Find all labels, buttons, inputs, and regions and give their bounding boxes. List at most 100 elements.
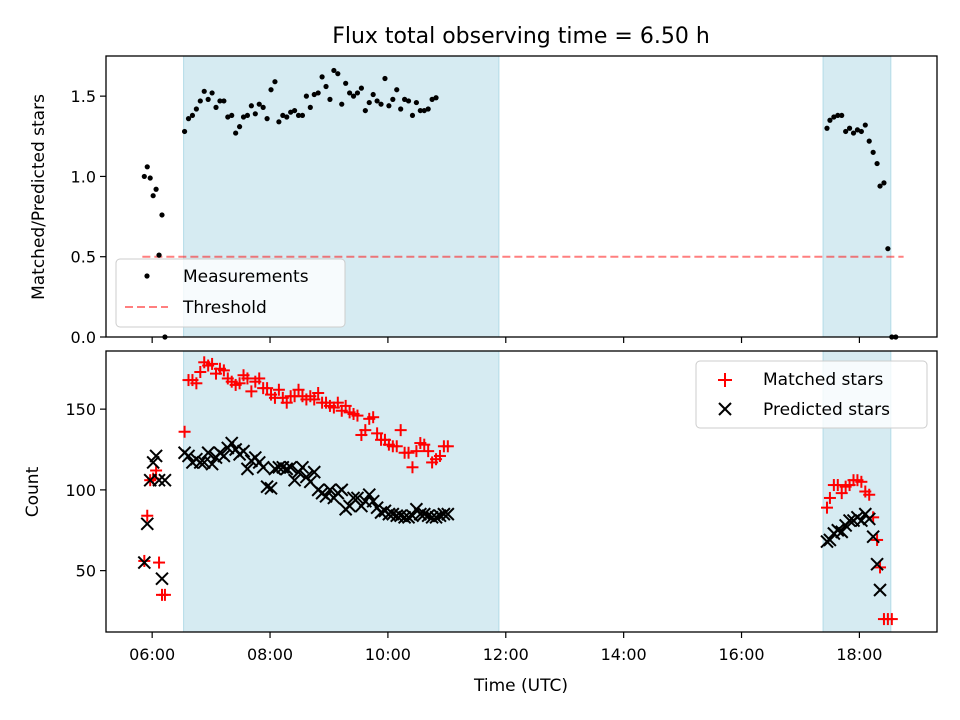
measurement-point (824, 125, 830, 131)
measurement-point (217, 98, 223, 104)
bottom-legend-box (695, 360, 928, 429)
matched-point (292, 383, 305, 396)
y-tick-label: 0.0 (71, 328, 96, 347)
matched-point (418, 438, 431, 451)
predicted-point (158, 473, 172, 487)
measurement-point (398, 106, 404, 112)
measurement-point (843, 128, 849, 135)
measurement-point (295, 112, 302, 119)
predicted-point (225, 436, 239, 450)
measurement-point (221, 98, 227, 104)
measurement-point (205, 96, 211, 102)
predicted-point (149, 449, 163, 463)
matched-point (371, 427, 384, 440)
measurement-point (394, 87, 400, 93)
predicted-point (393, 509, 408, 523)
measurement-point (248, 103, 254, 109)
y-tick-label: 0.5 (71, 248, 96, 267)
top-legend-box (115, 258, 346, 328)
matched-point (390, 440, 403, 453)
matched-point (206, 357, 219, 370)
measurement-point (256, 101, 262, 107)
x-tick-label: 08:00 (247, 645, 293, 664)
measurement-point (358, 85, 364, 91)
predicted-point (280, 462, 294, 476)
matched-point (359, 424, 372, 437)
measurement-point (233, 130, 239, 136)
measurement-point (288, 109, 294, 115)
predicted-point (873, 583, 887, 597)
measurement-point (417, 107, 423, 114)
matched-point (823, 491, 836, 504)
measurement-point (354, 90, 361, 96)
predicted-point (405, 509, 420, 523)
y-tick-label: 150 (65, 400, 96, 419)
predicted-point (287, 473, 302, 487)
predicted-point (433, 509, 447, 523)
y-tick-label: 50 (76, 562, 96, 581)
predicted-point (417, 507, 431, 521)
measurement-point (343, 80, 349, 86)
measurement-point (264, 116, 270, 122)
measurement-point (409, 112, 416, 119)
predicted-point (201, 446, 215, 460)
measurement-point (276, 119, 282, 125)
measurement-point (421, 107, 427, 114)
matched-point (441, 440, 454, 453)
matched-point (138, 554, 151, 567)
predicted-point (350, 491, 365, 505)
measurement-point (874, 160, 880, 167)
observing-window-shade (822, 55, 892, 338)
matched-point (245, 385, 258, 398)
matched-point (394, 424, 407, 437)
matched-point (367, 411, 380, 424)
predicted-point (823, 533, 837, 547)
matched-point (831, 479, 844, 492)
predicted-point (397, 510, 412, 525)
measurement-point (877, 183, 883, 189)
measurement-point (850, 130, 857, 136)
measurement-point (350, 93, 357, 99)
predicted-point (283, 460, 298, 474)
bottom-panel: 06:00 08:00 10:00 12:00 14:00 16:00 18:00 50 10… (23, 350, 938, 696)
predicted-point (205, 457, 219, 471)
bottom-plot-frame (105, 350, 938, 633)
measurement-point (236, 124, 243, 130)
measurement-point (141, 173, 147, 180)
measurement-point (362, 107, 368, 114)
predicted-point (335, 483, 349, 497)
matched-point (280, 396, 293, 409)
measurement-point (846, 125, 853, 131)
measurement-point (374, 98, 380, 104)
measurement-point (153, 186, 159, 192)
matched-point (351, 409, 364, 422)
predicted-point (268, 462, 282, 476)
predicted-point (272, 460, 286, 474)
measurement-point (319, 74, 325, 80)
matched-point (402, 446, 415, 459)
measurement-point (870, 149, 876, 155)
measurement-point (225, 114, 231, 120)
measurement-point (839, 112, 845, 119)
measurement-point (240, 114, 247, 120)
measurement-point (390, 96, 396, 102)
predicted-point (425, 510, 439, 525)
legend-predicted-marker (718, 402, 732, 416)
measurement-point (193, 106, 199, 112)
measurement-point (150, 193, 156, 199)
matched-point (233, 377, 246, 390)
matched-point (217, 364, 230, 377)
measurement-point (831, 114, 837, 120)
measurement-point (244, 112, 251, 119)
predicted-point (374, 505, 388, 520)
measurement-point (413, 99, 419, 106)
matched-point (422, 445, 435, 458)
matched-point (194, 365, 207, 378)
measurement-point (303, 93, 309, 99)
matched-point (253, 372, 266, 385)
predicted-point (140, 517, 154, 531)
matched-point (433, 449, 446, 462)
measurement-point (854, 127, 861, 133)
matched-point (863, 488, 876, 501)
